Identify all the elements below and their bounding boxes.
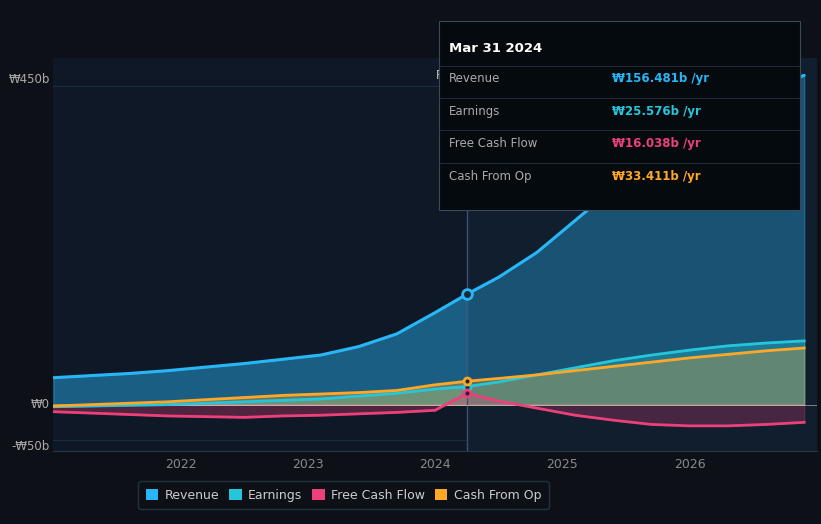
Text: ₩0: ₩0 [30, 398, 49, 411]
Text: ₩16.038b /yr: ₩16.038b /yr [612, 137, 700, 150]
Text: ₩450b: ₩450b [8, 73, 49, 86]
Text: Mar 31 2024: Mar 31 2024 [449, 42, 543, 55]
Text: Revenue: Revenue [449, 72, 501, 85]
Text: ₩33.411b /yr: ₩33.411b /yr [612, 170, 700, 183]
Text: Free Cash Flow: Free Cash Flow [449, 137, 538, 150]
Text: Past: Past [436, 69, 461, 82]
Legend: Revenue, Earnings, Free Cash Flow, Cash From Op: Revenue, Earnings, Free Cash Flow, Cash … [138, 481, 548, 509]
Text: -₩50b: -₩50b [11, 440, 49, 453]
Text: Analysts Forecasts: Analysts Forecasts [474, 69, 583, 82]
Text: Earnings: Earnings [449, 105, 501, 118]
Bar [467, 58, 817, 451]
Text: ₩25.576b /yr: ₩25.576b /yr [612, 105, 700, 118]
Text: ₩156.481b /yr: ₩156.481b /yr [612, 72, 709, 85]
Text: Cash From Op: Cash From Op [449, 170, 531, 183]
